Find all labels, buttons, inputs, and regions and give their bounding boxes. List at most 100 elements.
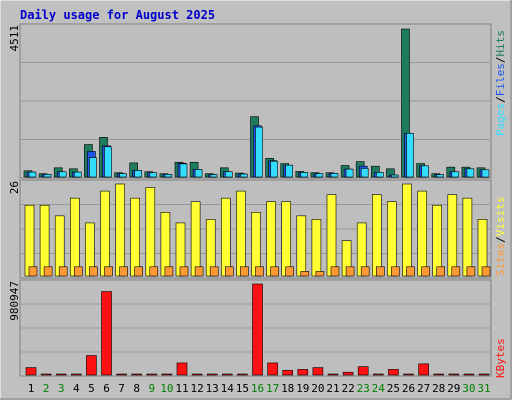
x-tick-label: 26 xyxy=(402,382,415,395)
bar-kbytes xyxy=(176,362,188,376)
legend-pages: Pages xyxy=(494,103,507,136)
bar-kbytes xyxy=(116,373,127,376)
x-tick-label: 19 xyxy=(296,382,309,395)
bar-pages xyxy=(255,126,263,178)
bar-kbytes xyxy=(25,367,37,376)
x-tick-label: 24 xyxy=(372,382,386,395)
bar-pages xyxy=(104,146,112,178)
bar-pages xyxy=(285,164,294,178)
bar-kbytes xyxy=(448,373,460,376)
x-tick-label: 18 xyxy=(281,382,294,395)
bar-sites xyxy=(375,266,385,277)
bar-kbytes xyxy=(267,362,278,376)
bar-sites xyxy=(43,266,53,277)
bar-pages xyxy=(179,163,188,178)
x-tick-label: 10 xyxy=(160,382,173,395)
bar-pages xyxy=(194,169,203,178)
bar-sites xyxy=(481,266,491,277)
bar-pages xyxy=(360,168,369,178)
legend-hits: Hits xyxy=(494,30,507,57)
bar-sites xyxy=(436,266,446,277)
bar-sites xyxy=(345,266,355,277)
bar-kbytes xyxy=(206,373,218,376)
x-tick-label: 5 xyxy=(88,382,95,395)
legend-hits-group: Pages/Files/Hits xyxy=(494,30,507,136)
x-tick-label: 7 xyxy=(118,382,125,395)
chart-title: Daily usage for August 2025 xyxy=(20,8,215,22)
bar-kbytes xyxy=(312,367,324,376)
bar-kbytes xyxy=(237,373,248,376)
bar-visits xyxy=(236,190,246,277)
bar-pages xyxy=(28,171,37,178)
bar-sites xyxy=(164,266,174,277)
bar-sites xyxy=(466,266,476,277)
x-tick-label: 15 xyxy=(236,382,249,395)
bar-kbytes xyxy=(101,291,112,376)
bar-sites xyxy=(391,266,400,277)
bar-visits xyxy=(387,201,397,277)
bar-visits xyxy=(130,197,140,277)
bar-kbytes xyxy=(388,369,399,376)
x-tick-label: 23 xyxy=(357,382,370,395)
bar-pages xyxy=(300,172,309,178)
bar-pages xyxy=(43,174,52,178)
x-tick-label: 21 xyxy=(326,382,339,395)
bar-visits xyxy=(145,187,156,277)
bar-kbytes xyxy=(252,283,263,376)
bars-layer xyxy=(23,28,491,376)
bar-visits xyxy=(24,204,35,277)
bar-pages xyxy=(149,172,158,178)
bar-sites xyxy=(406,266,415,277)
bar-sites xyxy=(209,266,219,277)
legend-kbytes: KBytes xyxy=(494,338,507,378)
bar-sites xyxy=(451,266,461,277)
bar-visits xyxy=(100,190,110,277)
bar-pages xyxy=(58,171,67,178)
legend-visits-group: Sites/Visits xyxy=(494,197,507,277)
x-tick-label: 22 xyxy=(341,382,354,395)
bar-visits xyxy=(70,197,80,277)
bar-kbytes xyxy=(191,373,203,376)
x-axis-labels: 1 2 3 4 5 6 7 8 9 10 11 12 13 14 15 16 17 18 19 20 21 22 23 24 2… xyxy=(28,382,491,395)
x-tick-label: 3 xyxy=(58,382,65,395)
bar-kbytes xyxy=(146,373,158,376)
x-tick-label: 17 xyxy=(266,382,279,395)
bar-sites xyxy=(270,266,279,277)
bar-visits xyxy=(190,201,201,277)
bar-kbytes xyxy=(463,373,475,376)
bar-kbytes xyxy=(222,373,233,376)
bar-visits xyxy=(160,212,171,277)
bar-sites xyxy=(255,266,264,277)
bar-sites xyxy=(58,266,68,277)
bar-kbytes xyxy=(433,373,445,376)
legend-files: Files xyxy=(494,63,507,96)
bar-visits xyxy=(417,190,427,277)
bar-sites xyxy=(421,266,430,277)
bar-kbytes xyxy=(357,366,369,376)
bar-pages xyxy=(466,168,475,178)
bar-visits xyxy=(432,204,443,277)
bar-visits xyxy=(447,194,458,277)
bar-pages xyxy=(375,172,384,178)
y-max-kbytes: 980947 xyxy=(8,281,21,321)
bar-pages xyxy=(481,169,490,178)
bar-pages xyxy=(134,170,142,178)
x-tick-label: 2 xyxy=(43,382,50,395)
bar-pages xyxy=(436,174,445,178)
bar-pages xyxy=(209,174,218,178)
bar-pages xyxy=(225,171,233,178)
bar-sites xyxy=(179,266,189,277)
bar-pages xyxy=(89,157,97,178)
bar-kbytes xyxy=(40,373,52,376)
bar-sites xyxy=(119,266,128,277)
bar-sites xyxy=(330,266,340,277)
x-tick-label: 4 xyxy=(73,382,80,395)
bar-pages xyxy=(240,173,248,178)
bar-kbytes xyxy=(282,370,294,376)
x-tick-label: 12 xyxy=(190,382,203,395)
x-tick-label: 27 xyxy=(417,382,430,395)
bar-sites xyxy=(240,266,249,277)
y-max-visits: 26 xyxy=(8,181,21,194)
bar-kbytes xyxy=(297,369,309,376)
